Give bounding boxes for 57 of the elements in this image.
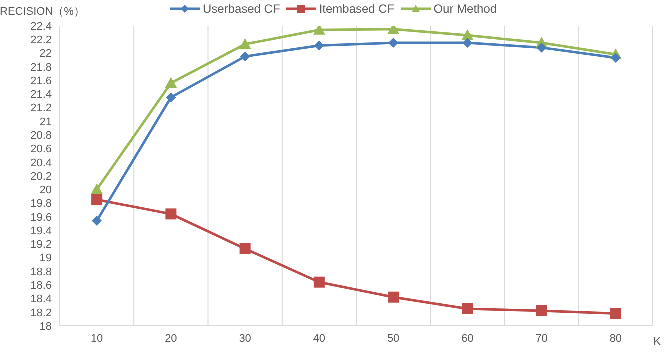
x-tick-label: 10 [90,332,104,345]
x-tick-label: 50 [387,332,400,345]
y-tick-label: 19.6 [30,212,52,224]
legend-label: Our Method [434,2,498,16]
y-tick-label: 22.4 [30,20,52,33]
x-tick-label: 70 [536,332,548,345]
point [610,53,621,64]
point [462,30,474,40]
y-tick-label: 19.2 [30,239,52,252]
y-tick-label: 20.2 [30,170,52,183]
y-tick-label: 20.6 [30,144,52,156]
y-tick-label: 21.2 [30,102,52,115]
y-tick-label: 21.8 [30,62,52,74]
point [165,77,178,88]
point [240,52,250,62]
y-tick-label: 21 [40,116,52,128]
point [239,38,252,50]
y-tick-label: 20.4 [30,157,52,170]
y-tick-label: 18.6 [30,280,52,292]
point [92,216,102,226]
point [314,40,324,51]
point [92,194,103,206]
legend-label: Userbased CF [202,2,280,16]
y-tick-label: 19.8 [30,198,52,210]
point [166,92,176,103]
x-tick-label: 80 [610,332,622,345]
point [166,208,177,220]
point [240,243,251,254]
point [462,303,474,314]
x-tick-label: 30 [239,332,252,345]
y-tick-label: 18.2 [30,307,52,320]
y-tick-label: 18 [40,320,52,333]
y-tick-label: 21.4 [30,89,52,102]
x-axis-title: K [654,336,661,348]
x-tick-label: 40 [313,332,326,345]
point [536,306,548,316]
x-tick-label: 20 [165,332,178,345]
y-tick-label: 20 [40,184,52,197]
y-tick-label: 22.2 [30,34,52,47]
point [313,26,326,35]
point [462,38,473,48]
x-tick-label: 60 [462,332,474,345]
y-axis-title: RECISION（%） [0,5,85,19]
y-tick-label: 20.8 [30,130,52,142]
point [91,184,104,194]
point [314,276,325,288]
legend-label: Itembased CF [319,2,395,16]
y-tick-label: 21.6 [30,75,52,88]
y-tick-label: 18.8 [30,266,52,278]
point [388,292,400,303]
y-tick-label: 19 [40,252,52,265]
point [610,308,622,320]
y-tick-label: 19.4 [30,225,52,238]
y-tick-label: 18.4 [30,294,52,306]
point [388,38,399,48]
point [536,42,547,53]
y-tick-label: 22 [40,48,52,60]
